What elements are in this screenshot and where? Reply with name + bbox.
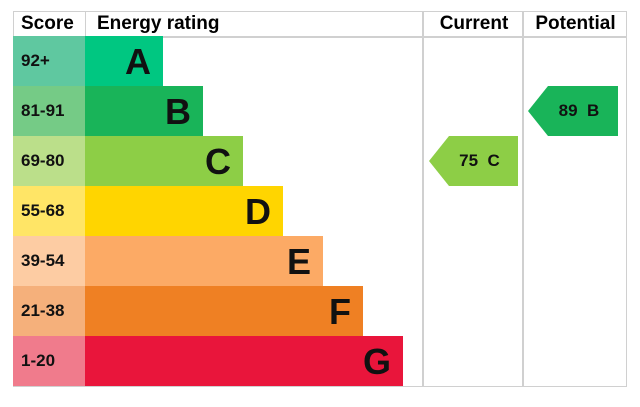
potential-divider — [522, 11, 524, 387]
rating-bar-a: A — [85, 36, 163, 86]
rating-bar-d: D — [85, 186, 283, 236]
header-current: Current — [439, 13, 509, 34]
rating-bar-b: B — [85, 86, 203, 136]
current-rating-arrow: 75 C — [429, 136, 518, 186]
rating-bar-f: F — [85, 286, 363, 336]
rating-bar-g: G — [85, 336, 403, 386]
top-border — [13, 11, 627, 12]
header-potential: Potential — [535, 13, 616, 34]
current-rating-label: 75 C — [459, 151, 500, 170]
potential-rating-arrow: 89 B — [528, 86, 618, 136]
potential-rating-label: 89 B — [558, 101, 600, 120]
right-border — [626, 11, 627, 387]
score-cell-b: 81-91 — [13, 86, 85, 136]
score-cell-a: 92+ — [13, 36, 85, 86]
rating-bar-e: E — [85, 236, 323, 286]
header-divider — [13, 36, 627, 38]
score-divider — [85, 11, 86, 37]
score-cell-d: 55-68 — [13, 186, 85, 236]
header-score: Score — [21, 13, 74, 34]
score-cell-g: 1-20 — [13, 336, 85, 386]
score-cell-e: 39-54 — [13, 236, 85, 286]
bottom-border — [13, 386, 627, 387]
rating-bar-c: C — [85, 136, 243, 186]
header-energy-rating: Energy rating — [97, 13, 220, 34]
score-cell-f: 21-38 — [13, 286, 85, 336]
current-divider — [422, 11, 424, 387]
score-cell-c: 69-80 — [13, 136, 85, 186]
